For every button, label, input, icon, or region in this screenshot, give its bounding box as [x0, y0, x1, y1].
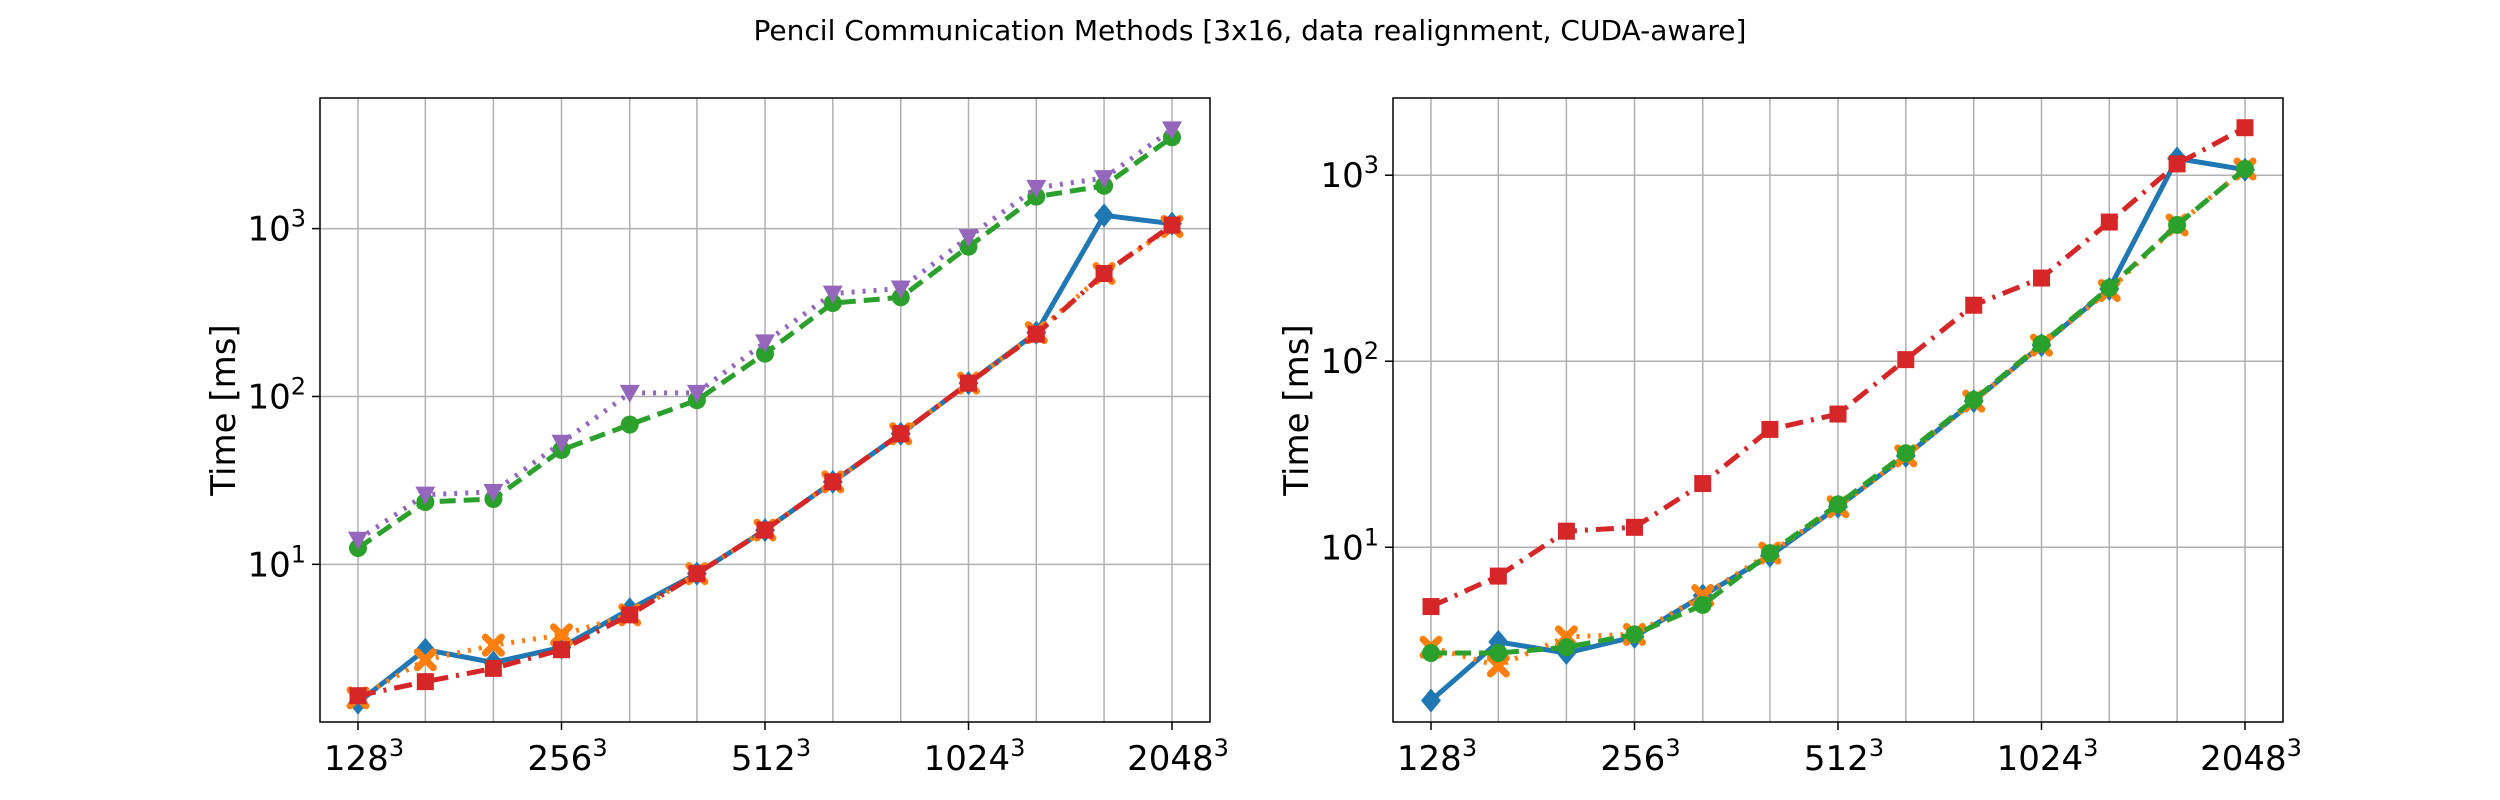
data-point-red	[1095, 265, 1113, 283]
data-point-red	[2100, 213, 2118, 231]
data-point-red	[1829, 405, 1847, 423]
data-point-red	[621, 606, 639, 624]
data-point-green	[1557, 638, 1576, 657]
data-point-purple	[755, 334, 775, 353]
data-point-green	[1625, 625, 1644, 644]
data-point-green	[1693, 595, 1712, 614]
data-point-green	[2236, 159, 2254, 178]
y-tick-label: 103	[247, 205, 306, 250]
data-point-red	[1694, 475, 1712, 493]
x-tick-label: 5123	[731, 734, 811, 779]
data-point-red	[1557, 522, 1575, 540]
data-point-red	[960, 374, 977, 392]
y-tick-label: 101	[247, 540, 306, 585]
data-point-purple	[348, 531, 368, 550]
data-point-red	[892, 425, 910, 443]
data-point-red	[1489, 567, 1507, 585]
data-point-purple	[958, 229, 979, 248]
series-green	[1422, 159, 2254, 663]
data-point-red	[824, 473, 842, 491]
x-tick-label: 10243	[924, 734, 1026, 779]
data-point-red	[416, 673, 434, 691]
data-point-green	[1489, 644, 1508, 663]
y-tick-label: 103	[1320, 151, 1379, 196]
data-point-green	[1422, 644, 1440, 663]
data-point-red	[349, 687, 367, 705]
data-point-green	[1964, 390, 1983, 409]
x-tick-label: 20483	[1127, 734, 1229, 779]
data-point-purple	[686, 384, 707, 403]
data-point-green	[2168, 215, 2187, 234]
data-point-red	[2033, 269, 2050, 287]
data-point-blue	[1094, 203, 1115, 228]
data-point-green	[1829, 495, 1847, 514]
series-red	[1422, 119, 2254, 616]
plot-frame	[1392, 97, 2284, 723]
data-point-red	[484, 659, 502, 677]
y-tick-label: 101	[1320, 523, 1379, 568]
data-point-orange	[413, 648, 437, 672]
y-axis-label: Time [ms]	[204, 324, 244, 496]
data-point-red	[1761, 420, 1779, 438]
data-point-purple	[822, 285, 843, 304]
data-point-red	[553, 641, 570, 659]
plot-frame	[319, 97, 1211, 723]
data-point-red	[2168, 155, 2186, 173]
data-point-green	[2032, 334, 2051, 353]
data-point-orange	[481, 633, 505, 657]
data-point-red	[1897, 351, 1915, 369]
data-point-green	[1760, 544, 1779, 563]
y-tick-label: 102	[247, 372, 306, 417]
data-point-purple	[619, 384, 640, 403]
series-red	[349, 216, 1181, 705]
y-tick-label: 102	[1320, 337, 1379, 382]
data-point-green	[756, 344, 774, 363]
data-point-green	[620, 415, 639, 434]
data-point-purple	[1094, 170, 1115, 189]
figure-title: Pencil Communication Methods [3x16, data…	[753, 14, 1747, 47]
data-point-purple	[551, 434, 572, 453]
x-tick-label: 2563	[527, 734, 607, 779]
data-point-purple	[1026, 179, 1047, 198]
data-point-red	[1422, 598, 1440, 616]
left-chart-panel: 101 102 103 1283 2563 5123 10243 20483 Time [ms]	[204, 97, 1229, 779]
x-tick-label: 2563	[1600, 734, 1680, 779]
data-point-purple	[483, 483, 504, 502]
data-point-purple	[890, 280, 911, 299]
data-point-purple	[1162, 121, 1182, 140]
data-point-green	[2100, 278, 2119, 297]
data-point-purple	[415, 486, 436, 505]
x-tick-label: 10243	[1997, 734, 2099, 779]
data-point-green	[1896, 444, 1915, 463]
data-point-orange	[1486, 654, 1510, 678]
data-point-red	[1626, 518, 1643, 536]
data-point-red	[688, 565, 706, 583]
x-tick-label: 1283	[324, 734, 404, 779]
series-purple	[348, 121, 1182, 550]
data-point-blue	[1421, 688, 1441, 713]
x-tick-label: 5123	[1804, 734, 1884, 779]
x-tick-label: 1283	[1397, 734, 1477, 779]
y-axis-label: Time [ms]	[1277, 324, 1317, 496]
data-point-red	[756, 521, 774, 539]
data-point-red	[1965, 296, 1983, 314]
right-chart-panel: 101 102 103 1283 2563 5123 10243 20483 Time [ms]	[1277, 97, 2302, 779]
data-point-red	[1163, 216, 1181, 234]
data-point-orange	[550, 623, 573, 647]
data-point-red	[2236, 119, 2254, 137]
x-tick-label: 20483	[2200, 734, 2302, 779]
data-point-red	[1027, 325, 1045, 343]
